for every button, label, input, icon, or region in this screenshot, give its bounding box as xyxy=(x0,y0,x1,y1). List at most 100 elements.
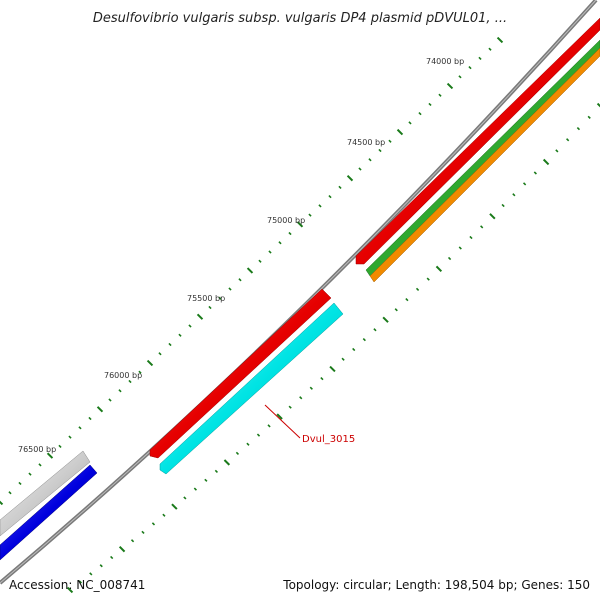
tick-mark xyxy=(268,250,272,254)
tick-mark xyxy=(278,241,282,245)
tick-mark xyxy=(488,47,492,51)
tick-mark xyxy=(204,478,208,482)
tick-mark xyxy=(108,398,112,402)
tick-mark xyxy=(338,185,342,190)
tick-mark xyxy=(489,213,496,220)
tick-mark xyxy=(151,522,156,526)
tick-mark xyxy=(328,195,332,199)
tick-label: 76000 bp xyxy=(104,371,142,380)
tick-mark xyxy=(566,138,570,142)
tick-mark xyxy=(408,121,412,125)
tick-mark xyxy=(522,182,527,186)
tick-mark xyxy=(89,572,93,576)
tick-mark xyxy=(382,316,389,323)
accession-text: Accession: NC_008741 xyxy=(9,578,146,592)
tick-mark xyxy=(88,416,92,421)
tick-mark xyxy=(178,333,182,337)
tick-mark xyxy=(193,487,197,491)
gene-green[interactable] xyxy=(365,39,600,277)
gene-cyan[interactable] xyxy=(159,302,344,475)
tick-mark xyxy=(542,158,550,166)
tick-mark xyxy=(512,193,516,197)
tick-mark xyxy=(68,435,72,439)
tick-mark xyxy=(320,377,324,381)
tick-mark xyxy=(118,389,122,393)
tick-mark xyxy=(246,267,254,274)
tick-mark xyxy=(329,365,336,373)
tick-mark xyxy=(428,102,432,107)
tick-mark xyxy=(288,231,292,236)
tick-mark xyxy=(388,139,392,143)
tick-mark xyxy=(418,112,422,116)
tick-mark xyxy=(446,82,454,90)
gene-callout-label[interactable]: Dvul_3015 xyxy=(302,434,355,445)
tick-mark xyxy=(496,36,504,44)
tick-mark xyxy=(99,564,103,568)
tick-mark xyxy=(18,481,22,486)
tick-mark xyxy=(447,256,452,261)
gene-gray[interactable] xyxy=(0,450,91,537)
tick-mark xyxy=(341,357,345,361)
tick-mark xyxy=(469,235,473,240)
tick-mark xyxy=(308,213,312,217)
gene-orange[interactable] xyxy=(369,47,600,283)
tick-mark xyxy=(235,451,240,456)
tick-mark xyxy=(208,305,212,310)
tick-mark xyxy=(8,491,12,495)
tick-mark xyxy=(533,171,537,175)
tick-mark xyxy=(352,347,356,352)
tick-mark xyxy=(188,324,192,328)
tick-mark xyxy=(378,148,382,153)
tick-mark xyxy=(110,555,114,560)
tick-mark xyxy=(38,463,42,467)
tick-mark xyxy=(66,586,74,594)
tick-label: 74500 bp xyxy=(347,138,385,147)
tick-mark xyxy=(309,386,313,390)
tick-mark xyxy=(394,308,398,312)
tick-mark xyxy=(0,500,4,506)
backbone xyxy=(0,0,598,585)
tick-mark xyxy=(299,396,303,400)
tick-mark xyxy=(555,149,559,153)
tick-mark xyxy=(435,265,443,272)
tick-mark xyxy=(141,530,145,534)
summary-text: Topology: circular; Length: 198,504 bp; … xyxy=(283,578,590,592)
tick-mark xyxy=(196,313,204,320)
tick-mark xyxy=(480,225,484,229)
tick-mark xyxy=(358,167,362,171)
tick-mark xyxy=(78,580,83,584)
tick-mark xyxy=(458,246,462,250)
tick-mark xyxy=(118,546,126,553)
tick-mark xyxy=(146,359,154,367)
tick-mark xyxy=(246,442,250,446)
tick-mark xyxy=(576,126,581,131)
map-title: Desulfovibrio vulgaris subsp. vulgaris D… xyxy=(93,11,507,26)
tick-mark xyxy=(415,287,420,292)
tick-mark xyxy=(276,413,283,420)
tick-mark xyxy=(468,65,472,70)
tick-mark xyxy=(288,405,292,409)
tick-mark xyxy=(218,296,222,300)
gene-red-top-right[interactable] xyxy=(355,17,600,265)
tick-mark xyxy=(168,342,172,347)
tick-mark xyxy=(183,496,187,500)
tick-mark xyxy=(267,424,271,428)
tick-mark xyxy=(78,426,82,430)
tick-mark xyxy=(396,128,404,136)
tick-mark xyxy=(46,452,54,459)
tick-mark xyxy=(438,93,442,97)
gene-callout: Dvul_3015 xyxy=(264,404,355,445)
tick-mark xyxy=(158,352,162,356)
gene-red-middle[interactable] xyxy=(149,288,332,459)
tick-mark xyxy=(587,115,591,119)
inner-tick-ring xyxy=(66,102,600,594)
tick-mark xyxy=(318,204,322,208)
tick-mark xyxy=(426,277,430,281)
outer-tick-ring xyxy=(0,36,504,506)
tick-label: 74000 bp xyxy=(426,57,464,66)
gene-blue[interactable] xyxy=(0,464,98,561)
tick-mark xyxy=(214,469,218,474)
tick-mark xyxy=(405,297,409,302)
tick-mark xyxy=(478,56,482,61)
